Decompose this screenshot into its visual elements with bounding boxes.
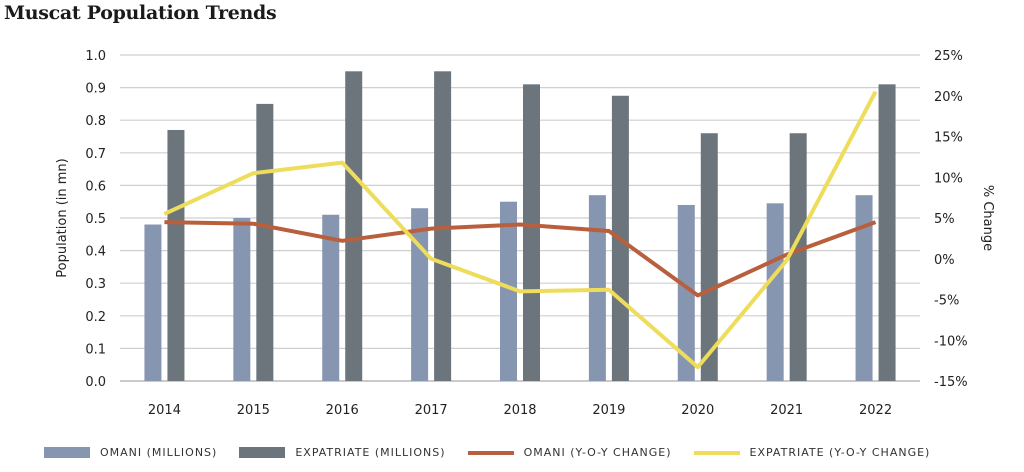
y-tick-label: 0.8 (85, 114, 106, 129)
y2-tick-label: 10% (934, 171, 963, 186)
legend-item-omani-yoy: OMANI (Y-O-Y CHANGE) (467, 446, 672, 459)
x-tick-label: 2014 (148, 403, 181, 418)
legend-swatch (693, 450, 740, 455)
bar (500, 201, 517, 381)
y-tick-label: 0.9 (85, 82, 106, 97)
y2-tick-label: -10% (934, 334, 968, 349)
bar (256, 103, 274, 382)
bar (523, 84, 540, 381)
bar (878, 84, 896, 381)
series-line (163, 90, 878, 370)
chart-title: Muscat Population Trends (4, 2, 277, 24)
y2-tick-label: 5% (934, 212, 955, 227)
x-tick-label: 2017 (415, 403, 448, 418)
lines (163, 90, 878, 370)
bar (855, 195, 873, 381)
legend-item-omani-millions: OMANI (MILLIONS) (44, 446, 217, 459)
bar (144, 224, 162, 381)
legend-swatch (44, 447, 90, 458)
bar (677, 204, 695, 381)
x-tick-label: 2021 (770, 403, 803, 418)
x-tick-label: 2016 (326, 403, 359, 418)
chart: 0.00.10.20.30.40.50.60.70.80.91.0 -15%-1… (55, 49, 995, 418)
bar (167, 129, 185, 381)
legend: OMANI (MILLIONS) EXPATRIATE (MILLIONS) O… (44, 446, 952, 459)
x-axis-ticks: 2014 2015 2016 2017 2018 2019 2020 2021 2022 (148, 403, 892, 418)
y-tick-label: 0.0 (85, 375, 106, 390)
legend-item-expatriate-millions: EXPATRIATE (MILLIONS) (239, 446, 445, 459)
bar (322, 214, 340, 381)
y-tick-label: 0.5 (85, 212, 106, 227)
y-tick-label: 0.1 (85, 342, 106, 357)
bar (766, 203, 784, 381)
gridlines (120, 54, 920, 382)
x-tick-label: 2018 (503, 403, 536, 418)
bar (789, 133, 807, 381)
y-tick-label: 0.7 (85, 147, 106, 162)
legend-swatch (239, 447, 286, 458)
y-tick-label: 0.3 (85, 277, 106, 292)
bar (411, 208, 429, 381)
legend-label: OMANI (MILLIONS) (100, 446, 218, 459)
x-tick-label: 2015 (237, 403, 270, 418)
x-tick-label: 2022 (859, 403, 892, 418)
y2-axis-label: % Change (980, 185, 995, 251)
y2-tick-label: 0% (934, 253, 955, 268)
legend-swatch (467, 450, 514, 455)
y2-axis-ticks: -15% -10% -5% 0% 5% 10% 15% 20% 25% (934, 49, 968, 390)
y2-tick-label: 25% (934, 49, 963, 64)
y2-tick-label: -5% (934, 294, 959, 309)
y-axis-ticks: 0.0 0.1 0.2 0.3 0.4 0.5 0.6 0.7 0.8 0.9 1.0 (85, 49, 106, 390)
legend-label: EXPATRIATE (Y-O-Y CHANGE) (749, 446, 931, 459)
y2-tick-label: 20% (934, 90, 963, 105)
legend-label: OMANI (Y-O-Y CHANGE) (523, 446, 672, 459)
bar (700, 133, 718, 381)
series-line (164, 220, 877, 298)
legend-item-expatriate-yoy: EXPATRIATE (Y-O-Y CHANGE) (693, 446, 931, 459)
y-tick-label: 0.6 (85, 179, 106, 194)
legend-label: EXPATRIATE (MILLIONS) (295, 446, 446, 459)
y-tick-label: 0.4 (85, 245, 106, 260)
x-tick-label: 2020 (681, 403, 714, 418)
y-tick-label: 1.0 (85, 49, 106, 64)
bar (233, 218, 251, 381)
y-axis-label: Population (in mn) (55, 158, 70, 277)
bar (345, 71, 363, 382)
y2-tick-label: -15% (934, 375, 968, 390)
x-tick-label: 2019 (592, 403, 625, 418)
y2-tick-label: 15% (934, 131, 963, 146)
y-tick-label: 0.2 (85, 310, 106, 325)
